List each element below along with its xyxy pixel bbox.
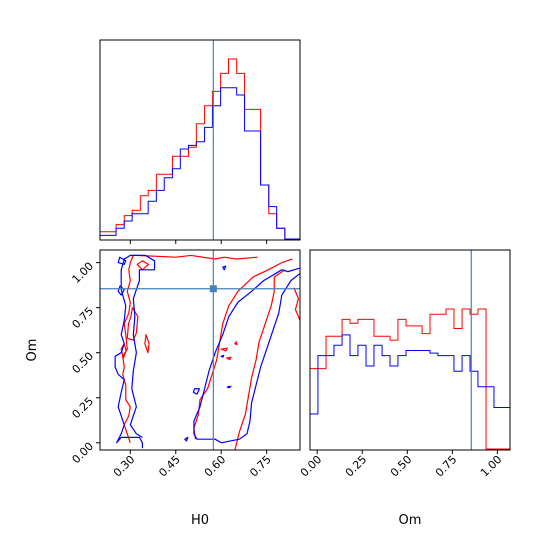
h0-hist-series-b	[99, 87, 300, 240]
histogram-h0-frame	[99, 39, 301, 241]
contour-series-a-6	[136, 260, 150, 271]
contour-series-a-10	[226, 356, 232, 361]
x-axis-label-h0: H0	[191, 513, 209, 528]
contour-series-a-0	[122, 254, 258, 443]
om-hist-series-group	[309, 308, 511, 450]
contour-panel-frame	[99, 249, 301, 451]
contour-truth-marker	[209, 285, 217, 293]
contour-series-b-0	[114, 254, 156, 449]
contour-series-b-6	[222, 265, 227, 271]
om-hist-series-b	[309, 334, 511, 449]
h0-hist-tick-marks	[129, 240, 268, 244]
histogram-h0-panel	[99, 39, 301, 244]
contour-series-group	[114, 254, 300, 450]
contour-series-a-9	[234, 341, 238, 346]
histogram-om-panel: 0.00 0.25 0.50 0.75 1.00 Om	[298, 249, 511, 528]
om-hist-x-ticks: 0.00 0.25 0.50 0.75 1.00	[298, 450, 505, 479]
contour-series-b-1	[193, 267, 300, 444]
x-axis-label-om: Om	[399, 513, 422, 528]
om-hist-series-a	[309, 308, 510, 450]
contour-series-a-3	[293, 287, 300, 321]
contour-series-a-4	[126, 307, 139, 341]
contour-series-b-5	[184, 436, 189, 442]
contour-series-a-7	[144, 334, 150, 354]
contour-series-b-8	[226, 385, 232, 389]
histogram-om-frame	[309, 249, 511, 451]
y-axis-label-om: Om	[25, 339, 40, 362]
contour-series-b-3	[117, 285, 125, 296]
contour-series-a-8	[220, 347, 228, 352]
contour-series-b-4	[192, 388, 200, 395]
h0-hist-series-group	[99, 58, 300, 240]
contour-truth-group	[100, 250, 300, 450]
contour-series-b-7	[220, 354, 225, 358]
contour-series-b-2	[117, 256, 127, 266]
